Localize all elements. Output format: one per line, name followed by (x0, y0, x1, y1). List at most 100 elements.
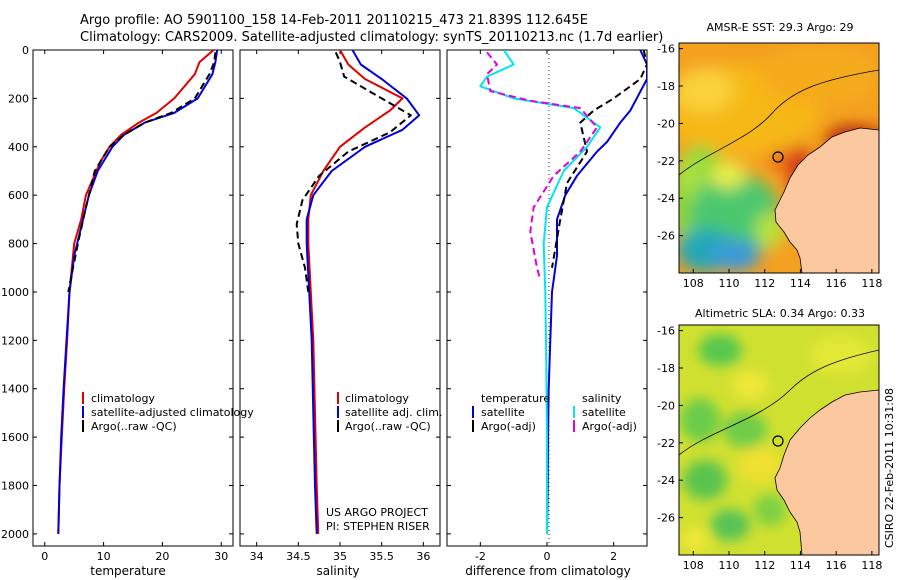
x-tick-label: 34.5 (286, 550, 311, 563)
legend-label-argo: Argo(..raw -QC) (91, 420, 177, 433)
x-tick-label: 2 (610, 550, 617, 563)
series-line-argo-raw-qc- (67, 52, 217, 293)
project-credit: US ARGO PROJECT (326, 506, 428, 519)
sst-map-frame (678, 42, 880, 274)
map-y-tick-label: -18 (657, 362, 675, 375)
depth-tick-label: 1800 (1, 480, 29, 493)
series-line-climatology (307, 50, 404, 534)
map-x-tick-label: 118 (861, 559, 882, 572)
legend-label-temperature-argo: Argo(-adj) (481, 420, 536, 433)
map-y-tick-label: -16 (657, 43, 675, 56)
legend-label-salinity-satellite: satellite (582, 406, 626, 419)
isobath (679, 349, 879, 456)
depth-tick-label: 800 (8, 238, 29, 251)
series-line-temperature-argo-adj- (551, 50, 647, 268)
legend-label-climatology: climatology (345, 392, 409, 405)
salinity-ticks: 34 34.5 35 35.5 36 (250, 50, 430, 563)
map-x-tick-label: 110 (719, 559, 740, 572)
map-y-tick-label: -22 (657, 155, 675, 168)
map-y-tick-label: -24 (657, 192, 675, 205)
legend-label-climatology: climatology (91, 392, 155, 405)
map-x-tick-label: 114 (790, 277, 811, 290)
difference-xlabel: difference from climatology (465, 564, 631, 578)
x-tick-label: 0 (544, 550, 551, 563)
legend-label-salinity-argo: Argo(-adj) (582, 420, 637, 433)
legend-label-temperature-satellite: satellite (481, 406, 525, 419)
timestamp-stamp: CSIRO 22-Feb-2011 10:31:08 (883, 388, 896, 548)
depth-tick-label: 1400 (1, 383, 29, 396)
land-mask (774, 127, 879, 273)
temperature-legend: climatology satellite-adjusted climatolo… (82, 392, 254, 433)
map-y-tick-label: -24 (657, 474, 675, 487)
sst-map-title: AMSR-E SST: 29.3 Argo: 29 (706, 21, 853, 34)
depth-axis-ticks: 0 200 400 600 800 1000 1200 1400 1600 1800 2000 (1, 44, 647, 541)
map-y-tick-label: -26 (657, 512, 675, 525)
depth-tick-label: 0 (22, 44, 29, 57)
x-tick-label: 0 (41, 550, 48, 563)
depth-tick-label: 400 (8, 141, 29, 154)
pi-credit: PI: STEPHEN RISER (326, 520, 430, 533)
depth-tick-label: 600 (8, 189, 29, 202)
salinity-legend: climatology satellite adj. clim. Argo(..… (337, 392, 442, 433)
x-tick-label: 34 (250, 550, 264, 563)
figure-title: Argo profile: AO 5901100_158 14-Feb-2011… (80, 13, 588, 28)
map-y-tick-label: -22 (657, 437, 675, 450)
x-tick-label: 35 (333, 550, 347, 563)
x-tick-label: 30 (214, 550, 228, 563)
depth-tick-label: 1600 (1, 431, 29, 444)
map-y-tick-label: -20 (657, 117, 675, 130)
map-y-tick-label: -18 (657, 80, 675, 93)
depth-tick-label: 200 (8, 92, 29, 105)
depth-tick-label: 1000 (1, 286, 29, 299)
legend-label-satellite: satellite adj. clim. (345, 406, 442, 419)
legend-heading-salinity: salinity (582, 392, 622, 405)
series-line-salinity-satellite (479, 50, 602, 534)
map-x-tick-label: 116 (826, 277, 847, 290)
depth-tick-label: 1200 (1, 334, 29, 347)
temperature-panel (32, 49, 234, 547)
sla-map (679, 325, 879, 555)
salinity-xlabel: salinity (316, 564, 359, 578)
legend-heading-temperature: temperature (481, 392, 550, 405)
map-y-tick-label: -16 (657, 325, 675, 338)
isobath (679, 69, 879, 176)
temperature-lines (57, 50, 219, 534)
argo-position-marker (772, 435, 784, 447)
legend-label-satellite: satellite-adjusted climatology (91, 406, 254, 419)
map-x-tick-label: 112 (754, 277, 775, 290)
sla-map-frame (678, 324, 880, 556)
series-line-satellite-adjusted-climatology (57, 50, 219, 534)
difference-ticks: -2 0 2 (475, 50, 617, 563)
map-x-tick-label: 110 (719, 277, 740, 290)
map-x-tick-label: 112 (754, 559, 775, 572)
map-y-tick-label: -20 (657, 399, 675, 412)
map-y-tick-label: -26 (657, 230, 675, 243)
map-x-tick-label: 108 (683, 277, 704, 290)
series-line-salinity-argo-adj- (486, 51, 598, 281)
series-line-argo-raw-qc- (295, 52, 412, 293)
map-x-tick-label: 114 (790, 559, 811, 572)
sla-map-ticks: 108 110 112 114 116 118 -16 -18 -20 -22 -24 -26 (657, 325, 882, 572)
x-tick-label: -2 (475, 550, 486, 563)
depth-tick-label: 2000 (1, 528, 29, 541)
temperature-xlabel: temperature (90, 564, 165, 578)
figure-subtitle: Climatology: CARS2009. Satellite-adjuste… (80, 30, 663, 45)
series-line-temperature-satellite (546, 50, 647, 534)
difference-lines (479, 50, 647, 534)
difference-legend: temperature satellite Argo(-adj) salinit… (472, 392, 637, 433)
legend-label-argo: Argo(..raw -QC) (345, 420, 431, 433)
map-x-tick-label: 118 (861, 277, 882, 290)
map-x-tick-label: 116 (826, 559, 847, 572)
x-tick-label: 10 (97, 550, 111, 563)
series-line-satellite-adj-clim- (305, 50, 421, 534)
land-mask (774, 389, 879, 555)
argo-position-marker (772, 151, 784, 163)
map-x-tick-label: 108 (683, 559, 704, 572)
sla-map-title: Altimetric SLA: 0.34 Argo: 0.33 (695, 307, 865, 320)
sst-map (679, 43, 879, 273)
x-tick-label: 35.5 (369, 550, 394, 563)
series-line-climatology (57, 50, 215, 534)
temperature-ticks: 0 10 20 30 (41, 50, 228, 563)
x-tick-label: 36 (416, 550, 430, 563)
